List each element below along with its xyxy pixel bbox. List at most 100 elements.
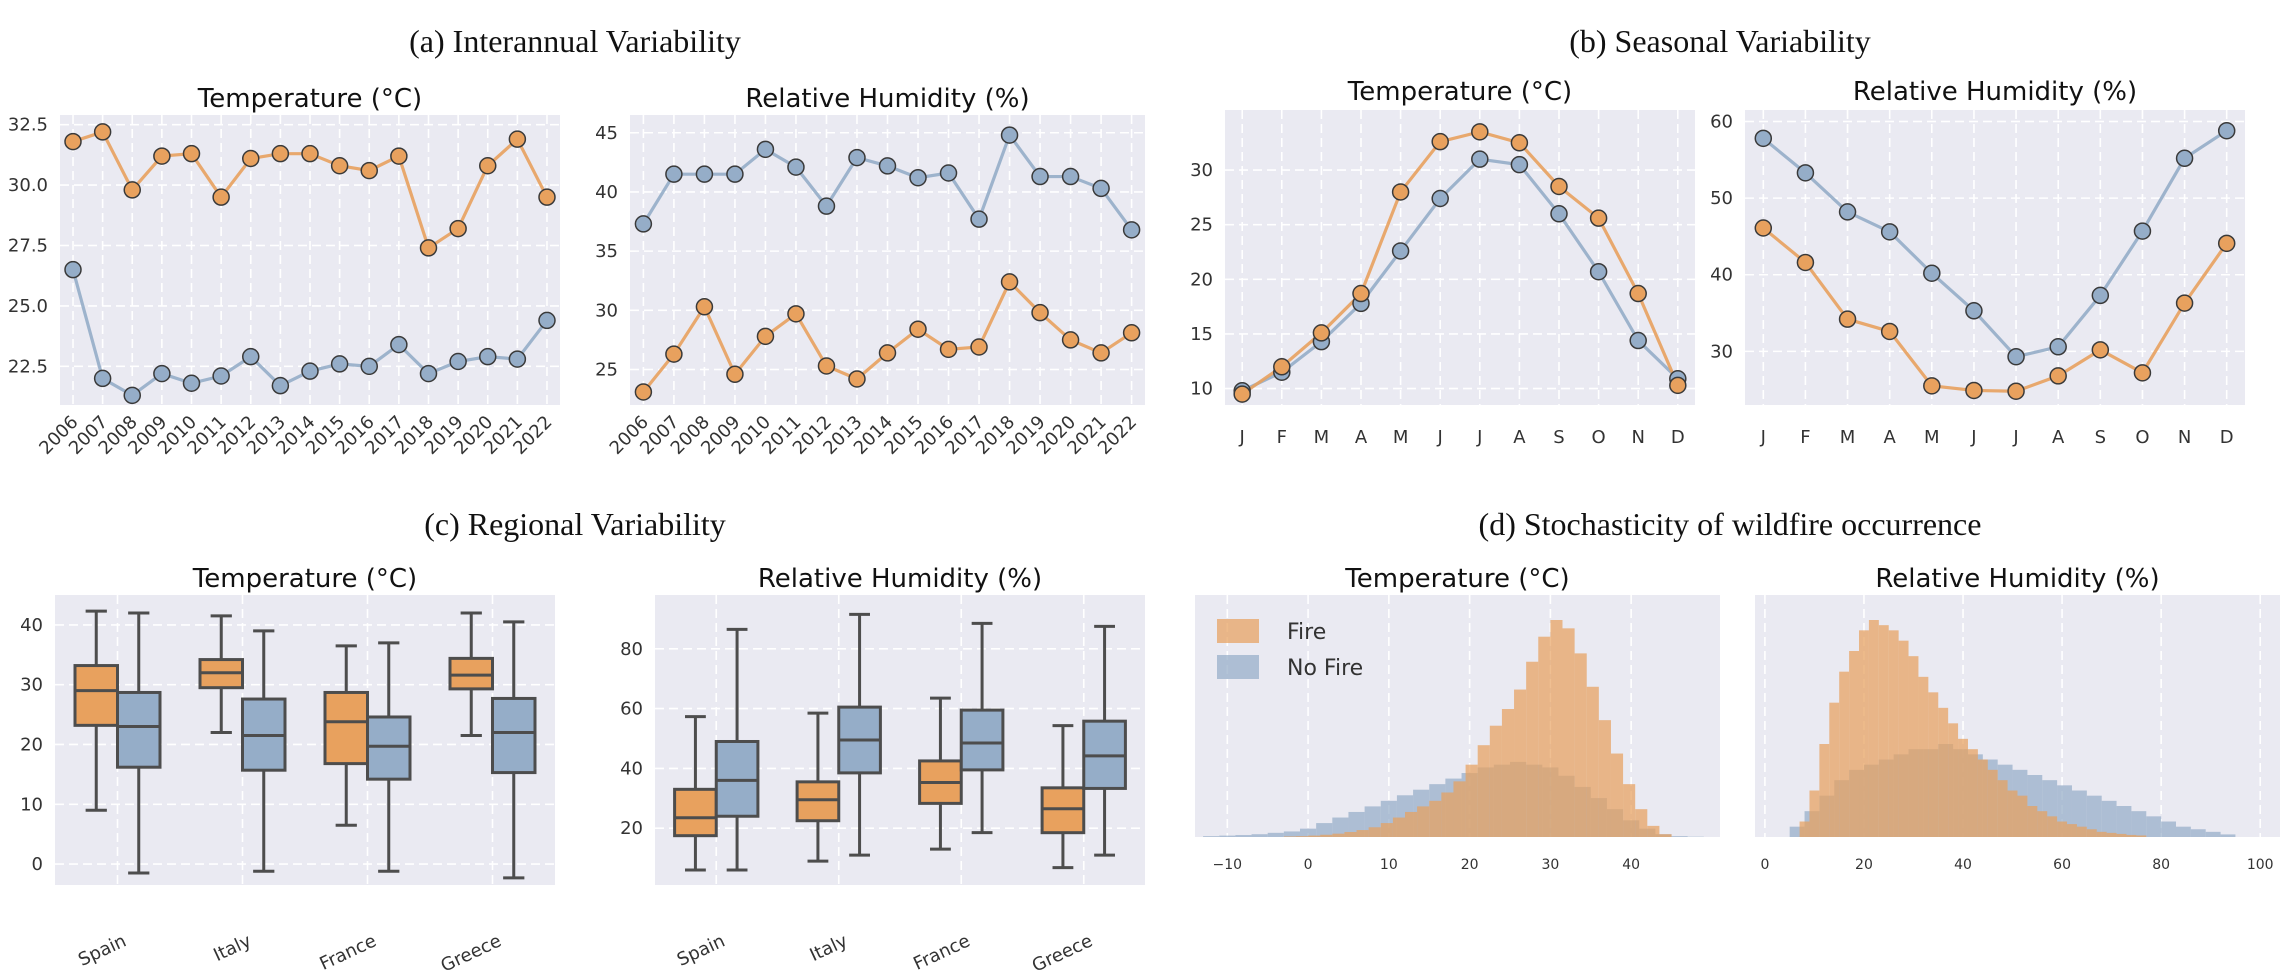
x-tick-label: A: [1355, 427, 1368, 448]
data-point-nofire: [64, 260, 82, 279]
x-tick-label: A: [2052, 427, 2065, 448]
data-point-fire: [1796, 253, 1815, 272]
data-point-fire: [787, 305, 805, 323]
x-tick-label: 20: [1461, 857, 1479, 873]
section-title-c: (c) Regional Variability: [424, 506, 726, 542]
data-point-nofire: [1550, 205, 1568, 223]
data-point-nofire: [330, 355, 349, 373]
y-tick-label: 35: [595, 241, 618, 262]
y-tick-label: 30: [20, 675, 43, 696]
x-tick-label: F: [1800, 427, 1810, 448]
hist-bar-nofire: [1671, 836, 1688, 837]
data-point-fire: [2217, 234, 2236, 253]
y-tick-label: 40: [595, 182, 618, 203]
data-point-fire: [1061, 331, 1080, 349]
data-point-fire: [301, 144, 319, 163]
hist-bar-fire: [2136, 835, 2147, 837]
data-point-fire: [1880, 322, 1899, 341]
data-point-nofire: [726, 165, 744, 183]
hist-bar-fire: [2096, 831, 2107, 837]
data-point-nofire: [970, 210, 988, 228]
hist-bar-nofire: [1789, 826, 1805, 837]
hist-bar-fire: [1429, 800, 1442, 837]
data-point-nofire: [1754, 129, 1773, 148]
x-tick-label: D: [2220, 427, 2234, 448]
data-point-fire: [508, 130, 527, 148]
x-tick-label: Spain: [75, 930, 129, 970]
box-body: [959, 708, 1005, 772]
hist-bar-nofire: [2146, 816, 2162, 837]
data-point-nofire: [878, 157, 897, 175]
data-point-fire: [1122, 324, 1141, 342]
data-point-fire: [909, 320, 927, 338]
hist-bar-fire: [1623, 784, 1636, 837]
x-tick-label: 0: [1304, 857, 1313, 873]
hist-bar-fire: [2047, 816, 2058, 837]
data-point-nofire: [695, 165, 714, 183]
data-point-fire: [848, 370, 866, 388]
y-tick-label: 25.0: [8, 296, 48, 317]
chart-title: Relative Humidity (%): [1875, 564, 2159, 594]
x-tick-label: Italy: [210, 930, 255, 966]
hist-bar-nofire: [2220, 834, 2236, 837]
data-point-nofire: [1510, 155, 1529, 174]
box-body: [323, 690, 369, 766]
hist-bar-fire: [2057, 821, 2068, 837]
y-tick-label: 22.5: [8, 356, 48, 377]
hist-bar-fire: [1819, 744, 1830, 837]
chart-d_temp: Temperature (°C) −10 0 10 20 30 40 Fire No Fire: [1195, 564, 1720, 873]
data-point-fire: [360, 161, 378, 180]
hist-bar-fire: [1888, 630, 1899, 837]
data-point-fire: [1629, 284, 1647, 303]
y-tick-label: 45: [595, 123, 618, 144]
hist-bar-fire: [1514, 689, 1527, 837]
hist-bar-fire: [1586, 686, 1599, 837]
legend-swatch-fire: [1217, 619, 1259, 643]
section-title-d: (d) Stochasticity of wildfire occurrence: [1479, 506, 1982, 542]
chart-c_rh: Relative Humidity (%) 20 40 60 80 Spain Italy F…: [620, 564, 1145, 972]
x-tick-label: N: [1631, 427, 1644, 448]
box-nofire: [116, 611, 162, 875]
data-point-nofire: [449, 352, 467, 371]
hist-bar-fire: [1453, 781, 1466, 837]
chart-a_temp: Temperature (°C)22.525.027.530.032.52006…: [8, 84, 560, 459]
x-tick-label: M: [1924, 427, 1940, 448]
hist-bar-fire: [2017, 795, 2028, 837]
y-tick-label: 40: [20, 615, 43, 636]
data-point-fire: [1965, 381, 1983, 400]
data-point-fire: [1838, 310, 1857, 328]
data-point-fire: [330, 157, 349, 175]
hist-bar-fire: [1550, 620, 1563, 837]
hist-bar-nofire: [1203, 836, 1220, 837]
chart-d_rh: Relative Humidity (%) 0 20 40 60 80 100: [1755, 564, 2280, 873]
data-point-fire: [390, 147, 408, 165]
hist-bar-fire: [1405, 811, 1418, 837]
box-nofire: [241, 629, 287, 873]
x-tick-label: Greece: [1029, 930, 1096, 972]
data-point-fire: [695, 298, 714, 316]
data-point-fire: [2007, 382, 2025, 400]
hist-bar-fire: [1987, 769, 1998, 837]
data-point-fire: [1550, 177, 1568, 196]
data-point-nofire: [242, 347, 260, 366]
data-point-fire: [756, 327, 775, 346]
hist-bar-fire: [2067, 824, 2077, 837]
legend-label-fire: Fire: [1287, 620, 1326, 645]
y-tick-label: 20: [620, 818, 643, 839]
data-point-nofire: [2175, 149, 2194, 168]
box-fire: [795, 711, 841, 863]
hist-bar-fire: [1598, 720, 1611, 837]
chart-title: Relative Humidity (%): [758, 564, 1042, 594]
x-tick-label: A: [1884, 427, 1897, 448]
hist-bar-fire: [1859, 630, 1869, 837]
y-tick-label: 30.0: [8, 175, 48, 196]
hist-bar-nofire: [2086, 795, 2102, 837]
hist-bar-fire: [1839, 671, 1850, 837]
hist-bar-fire: [1977, 759, 1988, 837]
y-tick-label: 32.5: [8, 115, 48, 136]
data-point-fire: [182, 144, 201, 163]
hist-bar-fire: [2116, 833, 2127, 837]
y-tick-label: 25: [595, 359, 618, 380]
box-fire: [198, 614, 244, 735]
x-tick-label: 60: [2053, 857, 2071, 873]
